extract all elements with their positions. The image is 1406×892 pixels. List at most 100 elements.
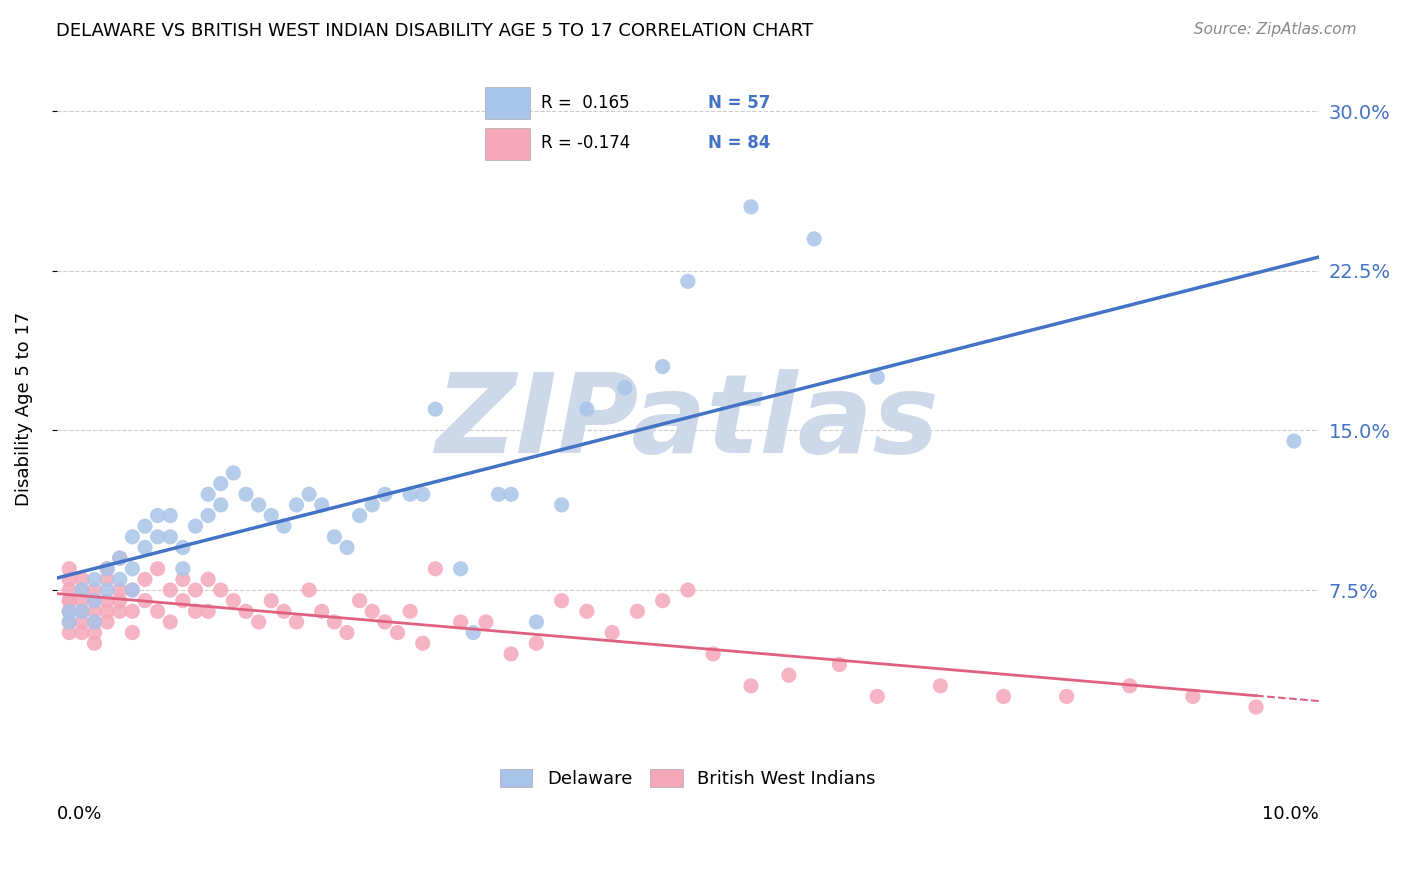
Point bbox=[197, 604, 219, 618]
Point bbox=[134, 541, 156, 555]
Point bbox=[146, 562, 169, 576]
Point bbox=[159, 615, 181, 629]
Text: DELAWARE VS BRITISH WEST INDIAN DISABILITY AGE 5 TO 17 CORRELATION CHART: DELAWARE VS BRITISH WEST INDIAN DISABILI… bbox=[56, 22, 813, 40]
Point bbox=[83, 636, 105, 650]
Point bbox=[159, 508, 181, 523]
Point bbox=[285, 615, 308, 629]
Point bbox=[83, 615, 105, 629]
Point bbox=[121, 562, 143, 576]
Point bbox=[83, 593, 105, 607]
Point bbox=[600, 625, 623, 640]
Point bbox=[399, 487, 422, 501]
Point bbox=[121, 530, 143, 544]
Point bbox=[349, 593, 371, 607]
Point bbox=[778, 668, 800, 682]
Point bbox=[58, 604, 80, 618]
Point bbox=[96, 562, 118, 576]
Point bbox=[70, 582, 93, 597]
Point bbox=[1119, 679, 1142, 693]
Point bbox=[96, 582, 118, 597]
Point bbox=[83, 625, 105, 640]
Point bbox=[550, 593, 572, 607]
Point bbox=[184, 604, 207, 618]
Point bbox=[399, 604, 422, 618]
Point bbox=[1056, 690, 1078, 704]
Point bbox=[172, 541, 194, 555]
Point bbox=[1244, 700, 1267, 714]
Point bbox=[273, 604, 295, 618]
Point bbox=[425, 562, 447, 576]
Text: 0.0%: 0.0% bbox=[56, 805, 103, 823]
Point bbox=[83, 593, 105, 607]
Point bbox=[70, 593, 93, 607]
Point bbox=[235, 604, 257, 618]
Point bbox=[172, 573, 194, 587]
Point bbox=[260, 508, 283, 523]
Point bbox=[96, 604, 118, 618]
Point bbox=[70, 582, 93, 597]
Point bbox=[108, 551, 131, 566]
Point bbox=[172, 593, 194, 607]
Point bbox=[463, 625, 485, 640]
Text: 10.0%: 10.0% bbox=[1263, 805, 1319, 823]
Point bbox=[866, 370, 889, 384]
Point bbox=[412, 636, 434, 650]
Point bbox=[501, 647, 523, 661]
Point bbox=[260, 593, 283, 607]
Point bbox=[425, 402, 447, 417]
Point bbox=[273, 519, 295, 533]
Point bbox=[336, 625, 359, 640]
Y-axis label: Disability Age 5 to 17: Disability Age 5 to 17 bbox=[15, 312, 32, 507]
Point bbox=[83, 604, 105, 618]
Point bbox=[524, 636, 547, 650]
Point bbox=[1282, 434, 1305, 448]
Point bbox=[146, 604, 169, 618]
Point bbox=[58, 604, 80, 618]
Point bbox=[96, 593, 118, 607]
Point bbox=[651, 359, 673, 374]
Point bbox=[96, 615, 118, 629]
Point bbox=[993, 690, 1015, 704]
Point bbox=[58, 593, 80, 607]
Point bbox=[222, 466, 245, 480]
Point bbox=[285, 498, 308, 512]
Point bbox=[184, 519, 207, 533]
Point bbox=[488, 487, 510, 501]
Point bbox=[387, 625, 409, 640]
Point bbox=[58, 625, 80, 640]
Point bbox=[121, 582, 143, 597]
Point bbox=[96, 573, 118, 587]
Point bbox=[58, 615, 80, 629]
Point bbox=[247, 498, 270, 512]
Point bbox=[209, 498, 232, 512]
Point bbox=[209, 476, 232, 491]
Point bbox=[58, 593, 80, 607]
Point bbox=[197, 508, 219, 523]
Point bbox=[613, 381, 636, 395]
Point bbox=[828, 657, 851, 672]
Point bbox=[121, 604, 143, 618]
Point bbox=[702, 647, 724, 661]
Point bbox=[450, 615, 472, 629]
Point bbox=[58, 573, 80, 587]
Point bbox=[159, 530, 181, 544]
Point bbox=[575, 402, 598, 417]
Point bbox=[311, 604, 333, 618]
Point bbox=[336, 541, 359, 555]
Point bbox=[184, 582, 207, 597]
Point bbox=[108, 604, 131, 618]
Point bbox=[70, 604, 93, 618]
Point bbox=[222, 593, 245, 607]
Point bbox=[298, 487, 321, 501]
Point bbox=[172, 562, 194, 576]
Point bbox=[58, 615, 80, 629]
Point bbox=[575, 604, 598, 618]
Text: ZIPatlas: ZIPatlas bbox=[436, 369, 939, 476]
Point bbox=[197, 487, 219, 501]
Point bbox=[374, 615, 396, 629]
Point bbox=[412, 487, 434, 501]
Point bbox=[361, 498, 384, 512]
Point bbox=[197, 573, 219, 587]
Point bbox=[361, 604, 384, 618]
Point bbox=[159, 582, 181, 597]
